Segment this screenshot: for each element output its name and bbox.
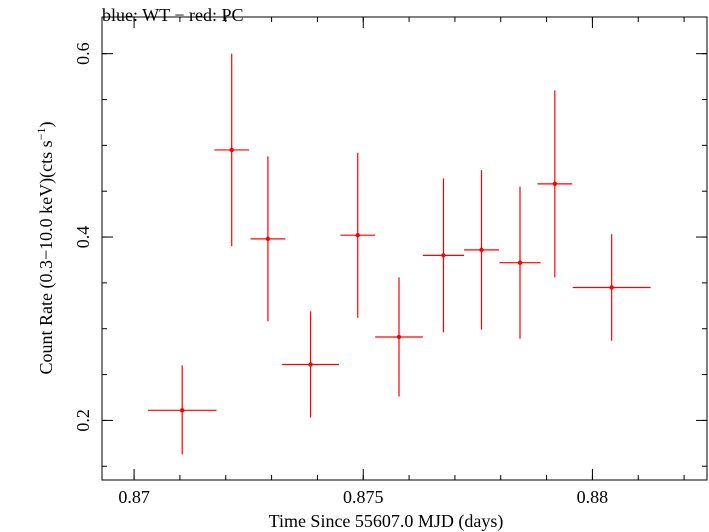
data-point	[340, 152, 376, 318]
data-marker	[229, 147, 234, 153]
x-axis-ticks	[133, 17, 685, 480]
data-point	[282, 311, 339, 418]
y-tick-label: 0.4	[73, 226, 93, 249]
data-marker	[479, 247, 484, 253]
data-point	[464, 170, 499, 330]
data-point	[499, 186, 541, 339]
data-marker	[265, 236, 271, 242]
x-tick-label: 0.875	[343, 487, 384, 507]
data-point	[250, 156, 286, 322]
x-axis-tick-labels: 0.87 0.875 0.88	[118, 487, 608, 507]
data-marker	[441, 253, 446, 258]
chart-title: blue: WT − red: PC	[102, 5, 243, 25]
y-axis-label-close: )	[36, 122, 57, 128]
x-tick-label: 0.87	[118, 487, 150, 507]
data-marker	[355, 233, 360, 238]
y-axis-ticks	[102, 53, 707, 467]
data-marker	[609, 285, 614, 290]
data-point	[537, 90, 573, 278]
data-marker	[180, 408, 185, 413]
data-point	[572, 234, 651, 341]
y-tick-label: 0.6	[73, 42, 93, 64]
x-axis-label: Time Since 55607.0 MJD (days)	[269, 511, 504, 532]
y-tick-label: 0.2	[73, 409, 93, 432]
data-point	[422, 178, 465, 333]
data-point	[214, 53, 250, 247]
data-marker	[517, 260, 523, 265]
data-marker	[308, 362, 313, 367]
plot-frame	[101, 16, 708, 481]
data-marker	[552, 181, 558, 187]
x-tick-label: 0.88	[577, 487, 609, 507]
y-axis-label-superscript: −1	[34, 128, 48, 141]
y-axis-label: Count Rate (0.3−10.0 keV)(cts s−1)	[34, 122, 57, 375]
data-series	[147, 53, 651, 455]
y-axis-label-main: Count Rate (0.3−10.0 keV)(cts s	[36, 140, 57, 374]
y-axis-tick-labels: 0.2 0.4 0.6	[73, 42, 93, 431]
data-point	[147, 365, 217, 455]
data-marker	[396, 334, 402, 340]
data-point	[375, 277, 423, 397]
